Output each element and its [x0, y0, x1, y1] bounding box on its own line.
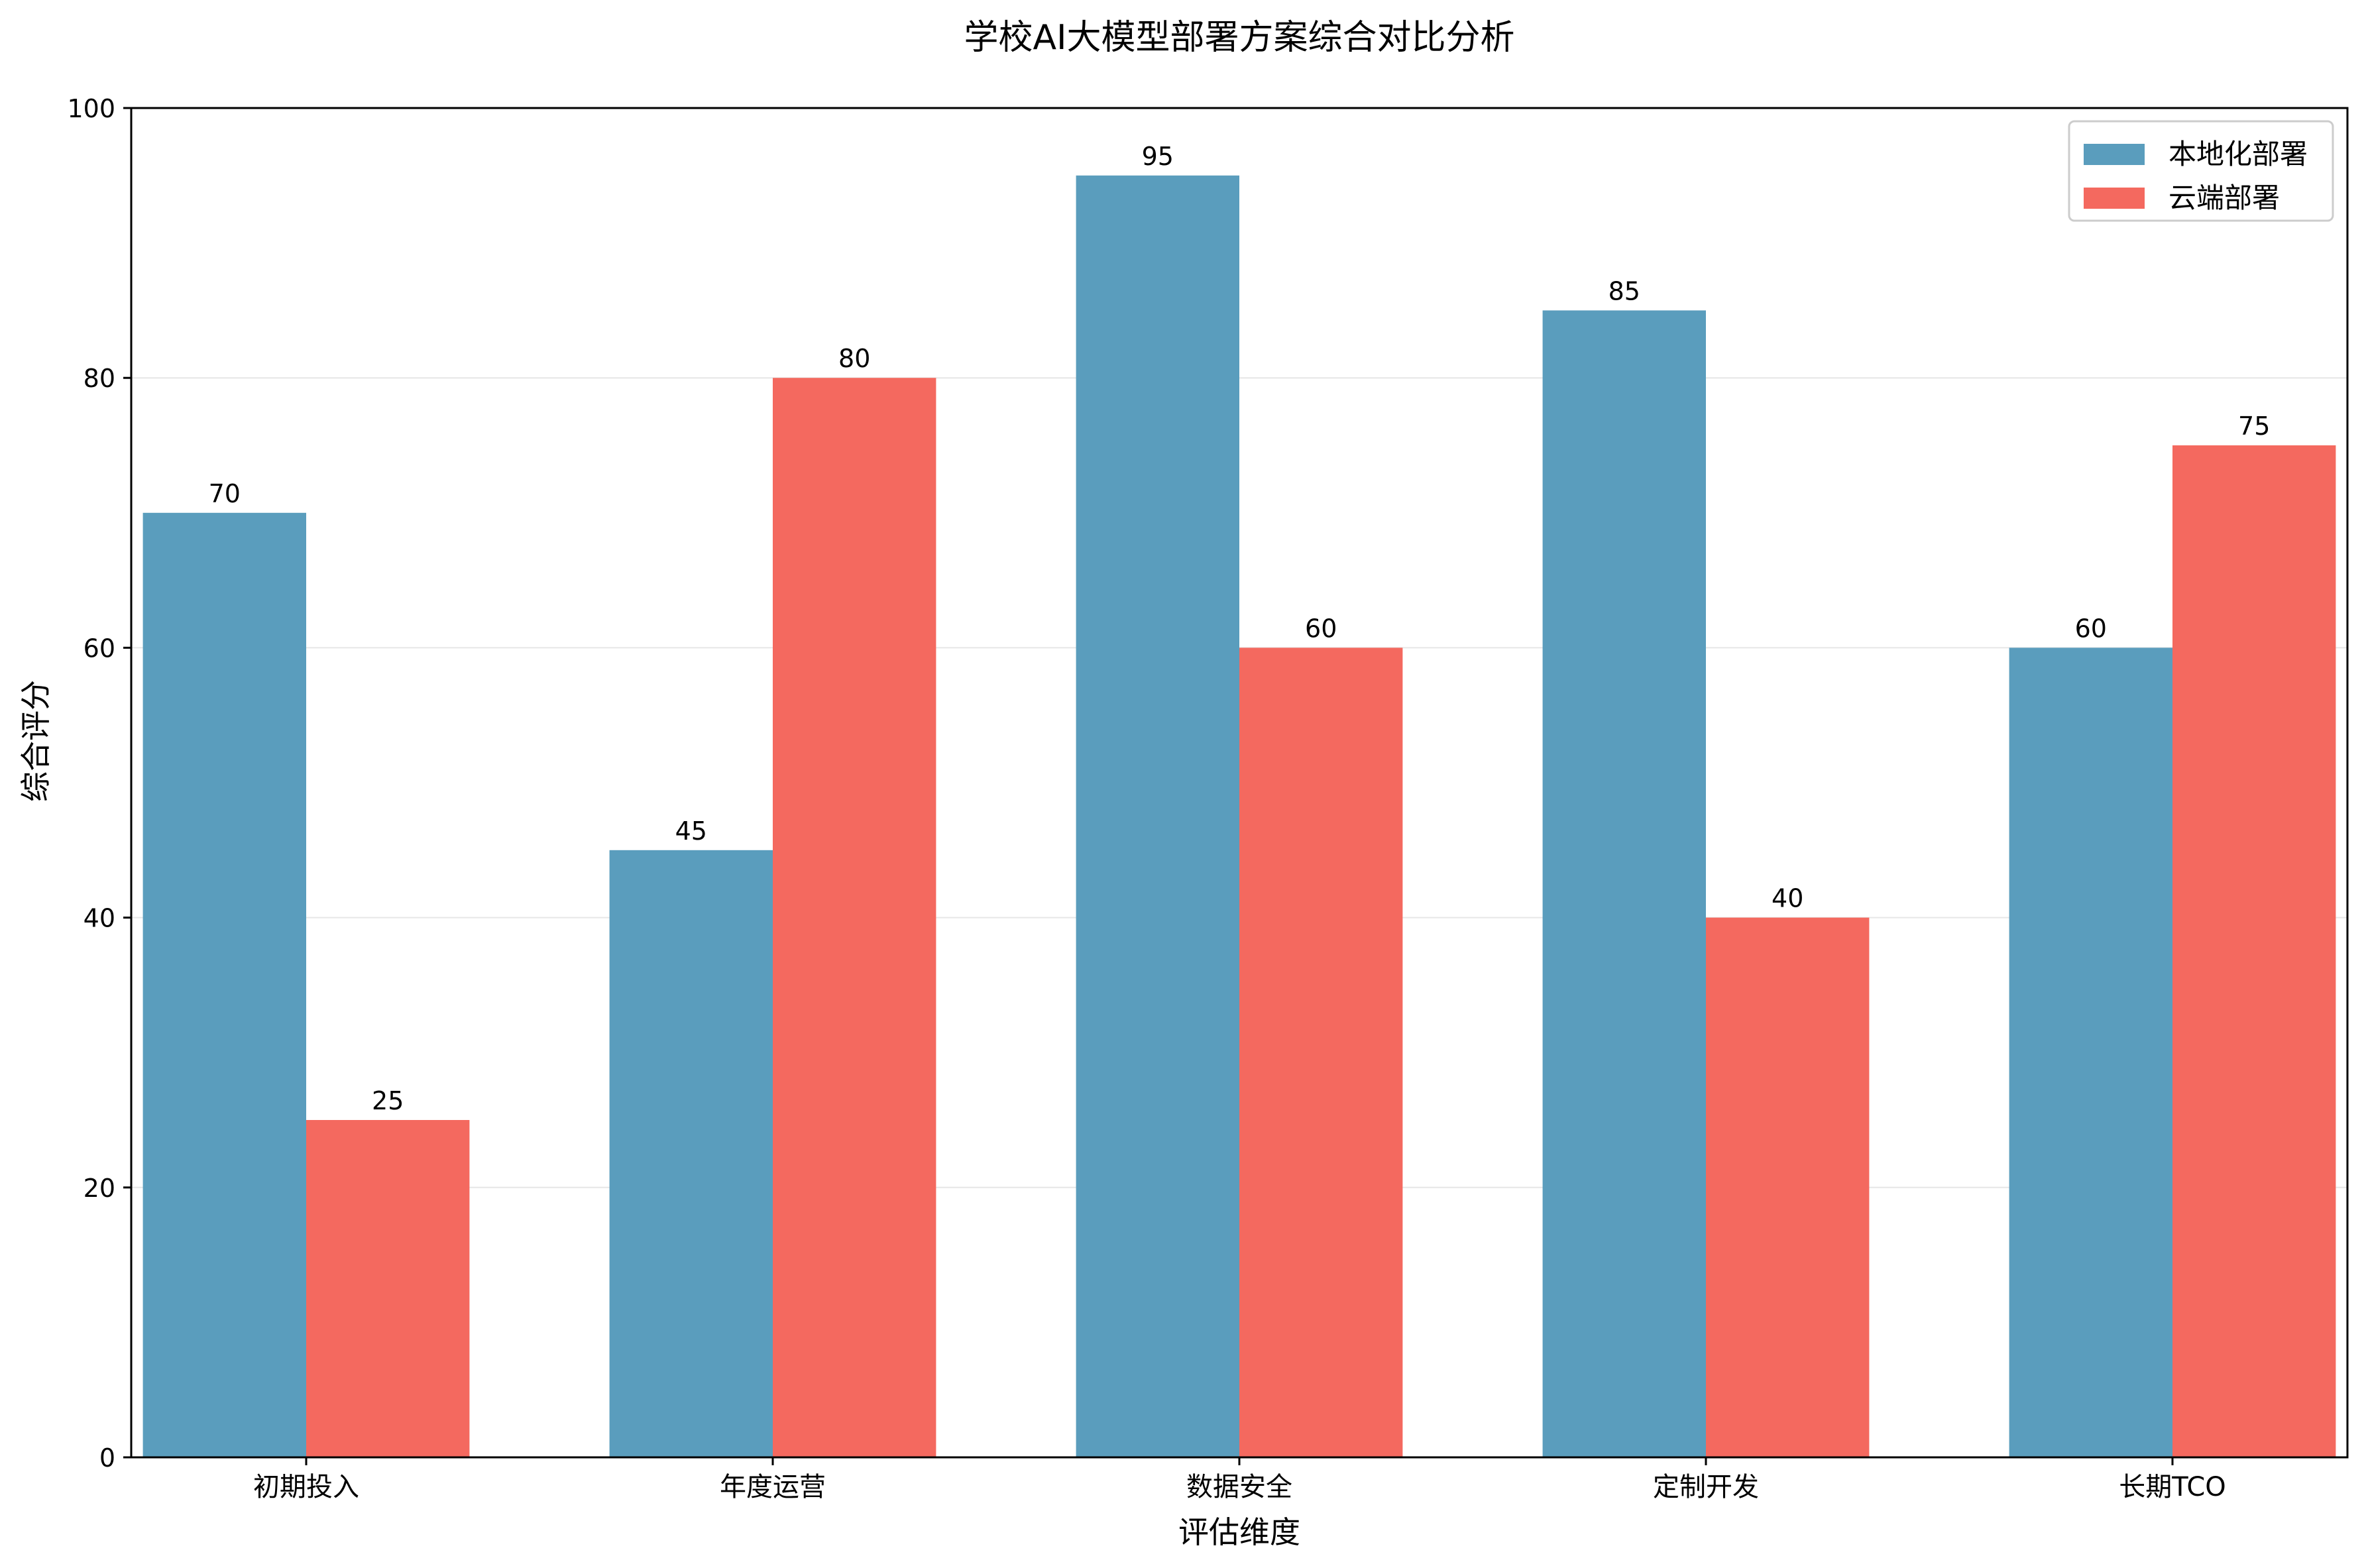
bar-local — [1076, 175, 1239, 1457]
bar-value-label: 85 — [1608, 276, 1640, 306]
y-tick-label: 100 — [67, 94, 115, 123]
x-tick-label: 年度运营 — [720, 1472, 826, 1502]
bar-cloud — [1706, 917, 1870, 1457]
y-tick-label: 40 — [84, 904, 115, 933]
y-axis: 0 20 40 60 80 100 — [67, 94, 131, 1473]
legend-swatch — [2084, 188, 2145, 209]
bar-value-label: 95 — [1142, 142, 1174, 171]
bar-value-label: 75 — [2238, 412, 2270, 441]
bar-local — [609, 850, 773, 1457]
x-tick-label: 初期投入 — [253, 1472, 359, 1502]
legend-swatch — [2084, 144, 2145, 165]
bar-cloud — [306, 1120, 470, 1457]
bar-value-label: 60 — [1305, 614, 1337, 643]
bar-value-label: 25 — [372, 1086, 404, 1115]
bars — [142, 175, 2336, 1458]
chart-title: 学校AI大模型部署方案综合对比分析 — [964, 18, 1515, 58]
x-axis: 初期投入 年度运营 数据安全 定制开发 长期TCO — [253, 1457, 2226, 1502]
bar-value-label: 70 — [209, 479, 241, 508]
x-tick-label: 定制开发 — [1653, 1472, 1759, 1502]
bar-cloud — [2172, 445, 2336, 1457]
y-axis-label: 综合评分 — [18, 680, 54, 802]
bar-value-label: 80 — [838, 344, 870, 373]
bar-value-label: 40 — [1772, 884, 1803, 913]
y-tick-label: 60 — [84, 634, 115, 663]
bar-value-label: 60 — [2075, 614, 2107, 643]
x-tick-label: 数据安全 — [1186, 1472, 1292, 1502]
bar-local — [2009, 647, 2172, 1457]
x-tick-label: 长期TCO — [2119, 1472, 2226, 1502]
y-tick-label: 0 — [99, 1443, 115, 1473]
y-tick-label: 20 — [84, 1174, 115, 1203]
legend-label: 本地化部署 — [2169, 138, 2308, 170]
bar-local — [1542, 310, 1706, 1457]
bar-value-labels: 70 25 45 80 95 60 85 40 60 75 — [209, 142, 2271, 1115]
bar-cloud — [1239, 647, 1403, 1457]
bar-value-label: 45 — [675, 816, 707, 846]
bar-local — [142, 512, 306, 1457]
y-tick-label: 80 — [84, 364, 115, 393]
legend-label: 云端部署 — [2169, 182, 2280, 214]
bar-cloud — [773, 378, 936, 1458]
x-axis-label: 评估维度 — [1178, 1514, 1300, 1550]
